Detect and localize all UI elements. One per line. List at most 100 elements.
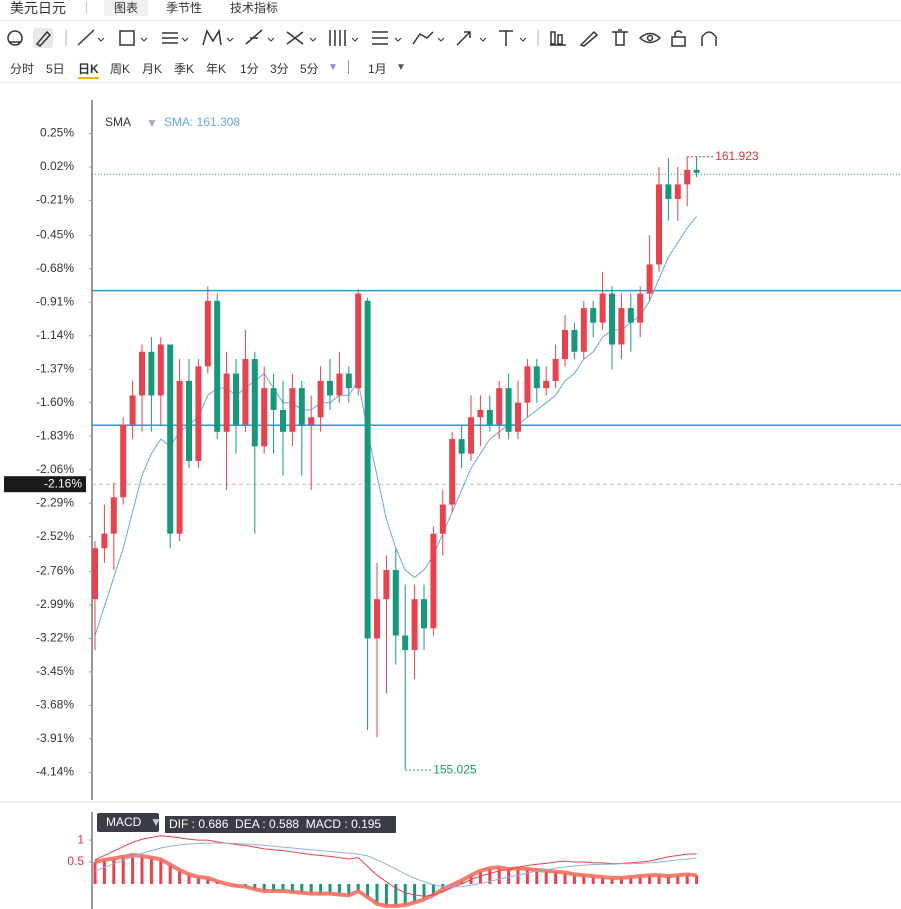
tool-icon[interactable] [579,30,599,47]
macd-bar [309,883,313,894]
candle-body [129,395,136,425]
indicator-badge [97,813,159,832]
macd-bar [629,876,633,884]
candle-body [101,533,108,549]
macd-bar [131,855,135,884]
tool-icon[interactable] [550,31,566,46]
period-button[interactable]: 年K [206,62,227,76]
period-button[interactable]: 日K [78,60,99,79]
macd-bar [102,859,106,884]
tab[interactable]: 图表 [104,0,149,16]
macd-bar [262,883,266,892]
period-bar: 分时 5日 日K 周K 月K 季K 年K 1分 3分 5分 ▼ 1月 ▼ [0,52,901,83]
macd-bar [685,874,689,884]
tool-icon[interactable] [162,32,189,44]
macd-bar [206,877,210,884]
candle-body [599,293,606,323]
tab[interactable]: 技术指标 [230,1,279,15]
tab[interactable]: 季节性 [166,1,203,15]
candle-body [355,293,362,389]
period-button[interactable]: 1分 [240,62,259,76]
tool-icon[interactable] [612,29,628,46]
macd-bar [290,883,294,892]
macd-bar [112,858,116,884]
dropdown-arrow[interactable]: ▼ [328,62,338,73]
y-tick-label: -1.60% [36,395,74,409]
indicator-legend: DIF : 0.686 DEA : 0.588 MACD : 0.195 [169,817,381,831]
dropdown-arrow[interactable]: ▼ [396,62,406,73]
tool-icon[interactable] [499,30,527,46]
tool-icon[interactable] [119,30,148,46]
candle-body [204,300,211,367]
candle-body [148,351,155,396]
candle-body [421,599,427,629]
macd-bar [478,870,482,884]
tool-icon[interactable] [412,31,445,45]
candle-body [609,293,615,345]
tool-icon[interactable] [286,31,317,45]
candle-body [214,300,221,432]
tool-icon[interactable] [329,30,359,46]
macd-bar [384,883,388,906]
indicator-legend-bg [165,816,396,833]
candle-body [167,344,174,534]
y-tick-label: 0.02% [40,159,74,173]
macd-bar [648,875,652,884]
candle-body [242,359,249,425]
legend-toggle: ▼ [146,116,158,130]
candle-body [251,359,258,447]
period-button[interactable]: 季K [174,62,195,76]
candle-body [533,366,540,389]
y-tick-label: -4.14% [36,765,74,779]
tool-icon[interactable] [701,31,717,46]
candle-body [674,184,681,199]
tool-icon[interactable] [77,29,105,46]
candle-body [627,308,634,323]
candle-body [665,184,672,199]
period-button[interactable]: 周K [110,62,131,76]
macd-bar [196,876,200,884]
y-tick-label: -2.06% [36,462,74,476]
period-button[interactable]: 5日 [46,62,65,76]
top-bar: 美元日元 图表 季节性 技术指标 [0,0,901,21]
tool-icon[interactable] [671,30,686,47]
period-button[interactable]: 3分 [270,62,289,76]
candle-body [374,599,380,639]
macd-bar [525,869,529,884]
y-tick-label: -0.45% [36,228,74,242]
period-button[interactable]: 5分 [300,62,319,76]
macd-bar [431,883,435,895]
macd-bar [356,883,360,892]
candle-body [289,388,296,432]
tool-icon[interactable] [638,32,662,44]
macd-bar [253,883,257,890]
tool-icon[interactable] [7,30,23,46]
indicator-toggle: ▼ [150,815,162,829]
macd-bar [328,883,332,894]
macd-bar [601,876,605,884]
y-tick-label: -3.91% [36,731,74,745]
macd-bar [695,875,699,884]
tool-icon[interactable] [33,28,53,48]
tool-icon[interactable] [372,31,402,45]
macd-bar [666,876,670,884]
period-button[interactable]: 月K [142,62,163,76]
candle-body [449,439,456,505]
y-tick-label: -1.14% [36,328,74,342]
period-select[interactable]: 1月 [368,62,387,76]
candle-body [261,388,268,447]
candle-body [477,409,484,418]
macd-bar [319,883,323,894]
candle-body [345,373,352,389]
tool-icon[interactable] [456,31,487,46]
macd-bar [121,856,125,884]
y-tick-label: -3.22% [36,631,74,645]
candle-body [298,388,305,425]
macd-bar [572,874,576,884]
tool-icon[interactable] [202,28,234,46]
y-tick-label: 0.5 [67,854,84,868]
period-button[interactable]: 分时 [10,62,35,76]
candle-body [646,264,653,294]
tool-icon[interactable] [245,29,275,45]
